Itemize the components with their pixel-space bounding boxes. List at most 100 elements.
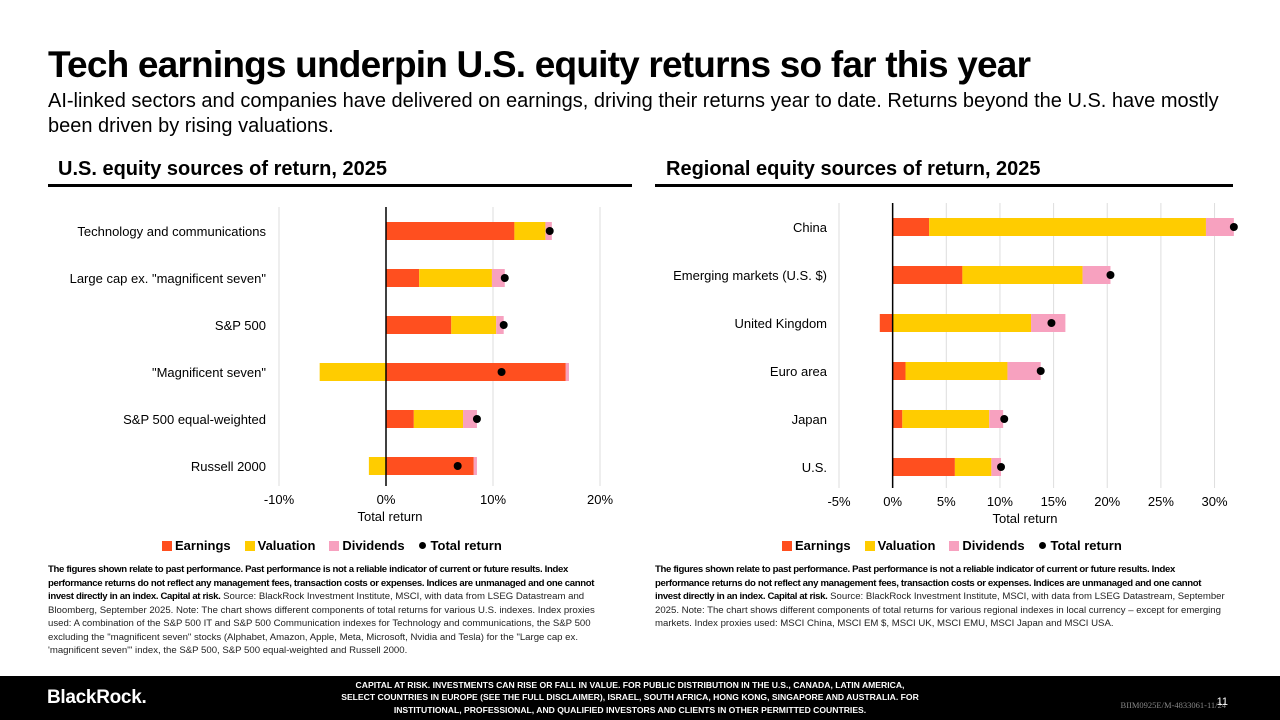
earnings-bar	[892, 458, 955, 476]
category-label: China	[793, 220, 828, 235]
category-label: U.S.	[802, 460, 827, 475]
earnings-bar	[879, 314, 893, 332]
dividends-bar	[463, 410, 477, 428]
legend-dividends: Dividends	[329, 538, 405, 553]
total-return-marker	[499, 321, 508, 329]
valuation-bar	[892, 314, 1032, 332]
right-note-source: Source: BlackRock Investment Institute, …	[655, 591, 1225, 629]
x-tick-label: -10%	[264, 492, 295, 507]
category-label: Russell 2000	[191, 459, 266, 474]
total-return-marker	[497, 368, 506, 376]
regional-equity-chart: -5% 0% 5% 10% 15% 20% 25% 30% Total return China E…	[673, 203, 1238, 526]
left-note-source: Source: BlackRock Investment Institute, …	[48, 591, 595, 656]
earnings-bar	[386, 457, 474, 475]
category-label: S&P 500 equal-weighted	[123, 412, 266, 427]
category-label: Euro area	[770, 364, 828, 379]
legend-total-label: Total return	[1050, 538, 1122, 553]
left-legend: Earnings Valuation Dividends Total retur…	[162, 538, 502, 553]
category-label: S&P 500	[215, 318, 266, 333]
dividends-swatch	[949, 540, 960, 551]
legend-dividends: Dividends	[949, 538, 1025, 553]
total-return-marker	[1229, 223, 1238, 231]
x-tick-label: 15%	[1041, 494, 1067, 509]
dividends-bar	[1205, 218, 1234, 236]
valuation-bar	[368, 457, 386, 475]
x-tick-label: 5%	[937, 494, 956, 509]
valuation-bar	[929, 218, 1206, 236]
right-chart-note: The figures shown relate to past perform…	[655, 563, 1225, 631]
dividends-bar	[1082, 266, 1111, 284]
right-title-rule	[655, 184, 1233, 187]
dividends-bar	[989, 410, 1004, 428]
earnings-bar	[386, 410, 414, 428]
category-label: Emerging markets (U.S. $)	[673, 268, 827, 283]
right-legend: Earnings Valuation Dividends Total retur…	[782, 538, 1122, 553]
x-tick-label: -5%	[827, 494, 851, 509]
dividends-bar	[473, 457, 477, 475]
legend-total: Total return	[1038, 538, 1122, 553]
legend-earnings-label: Earnings	[175, 538, 231, 553]
x-tick-label: 10%	[987, 494, 1013, 509]
valuation-bar	[962, 266, 1083, 284]
earnings-bar	[892, 218, 930, 236]
valuation-bar	[905, 362, 1008, 380]
x-tick-label: 20%	[1094, 494, 1120, 509]
valuation-bar	[413, 410, 464, 428]
earnings-bar	[386, 316, 452, 334]
dividends-bar	[991, 458, 1002, 476]
dividends-bar	[565, 363, 569, 381]
valuation-bar	[419, 269, 492, 287]
x-axis-label: Total return	[357, 509, 422, 524]
left-title-rule	[48, 184, 632, 187]
dividends-bar	[1007, 362, 1041, 380]
dividends-bar	[491, 269, 505, 287]
category-label: Technology and communications	[77, 224, 266, 239]
legend-dividends-label: Dividends	[342, 538, 405, 553]
earnings-bar	[386, 269, 420, 287]
document-code: BIIM0925E/M-4833061-11/24	[1120, 700, 1226, 710]
legend-valuation: Valuation	[864, 538, 936, 553]
earnings-bar	[386, 222, 515, 240]
legend-total-label: Total return	[430, 538, 502, 553]
valuation-bar	[451, 316, 497, 334]
legend-valuation: Valuation	[244, 538, 315, 553]
x-tick-label: 30%	[1202, 494, 1228, 509]
valuation-bar	[319, 363, 386, 381]
total-dot-icon	[1038, 542, 1046, 549]
category-label: Japan	[792, 412, 827, 427]
earnings-bar	[892, 362, 906, 380]
valuation-bar	[514, 222, 546, 240]
legend-valuation-label: Valuation	[877, 538, 936, 553]
total-return-marker	[453, 462, 462, 470]
category-label: "Magnificent seven"	[152, 365, 266, 380]
valuation-swatch	[244, 540, 255, 551]
earnings-swatch	[162, 540, 172, 551]
left-chart-title: U.S. equity sources of return, 2025	[58, 158, 387, 180]
page-number: 11	[1216, 696, 1228, 708]
legend-earnings: Earnings	[782, 538, 851, 553]
total-dot-icon	[418, 542, 426, 549]
earnings-bar	[892, 410, 903, 428]
total-return-marker	[1036, 367, 1045, 375]
right-chart-title: Regional equity sources of return, 2025	[666, 158, 1041, 180]
us-equity-chart: -10% 0% 10% 20% Total return Technology and c…	[70, 207, 613, 524]
total-return-marker	[545, 227, 554, 235]
category-label: United Kingdom	[735, 316, 828, 331]
valuation-bar	[954, 458, 992, 476]
x-axis-label: Total return	[992, 511, 1057, 526]
x-tick-label: 25%	[1148, 494, 1174, 509]
footer-disclaimer: CAPITAL AT RISK. INVESTMENTS CAN RISE OR…	[341, 680, 919, 715]
valuation-swatch	[864, 540, 875, 551]
x-tick-label: 0%	[883, 494, 902, 509]
total-return-marker	[472, 415, 481, 423]
earnings-bar	[892, 266, 963, 284]
page-title: Tech earnings underpin U.S. equity retur…	[48, 44, 1031, 85]
x-tick-label: 0%	[377, 492, 396, 507]
earnings-bar	[386, 363, 566, 381]
total-return-marker	[1106, 271, 1115, 279]
x-tick-label: 20%	[587, 492, 613, 507]
legend-earnings-label: Earnings	[795, 538, 851, 553]
total-return-marker	[1000, 415, 1009, 423]
earnings-swatch	[782, 540, 792, 551]
x-tick-label: 10%	[480, 492, 506, 507]
